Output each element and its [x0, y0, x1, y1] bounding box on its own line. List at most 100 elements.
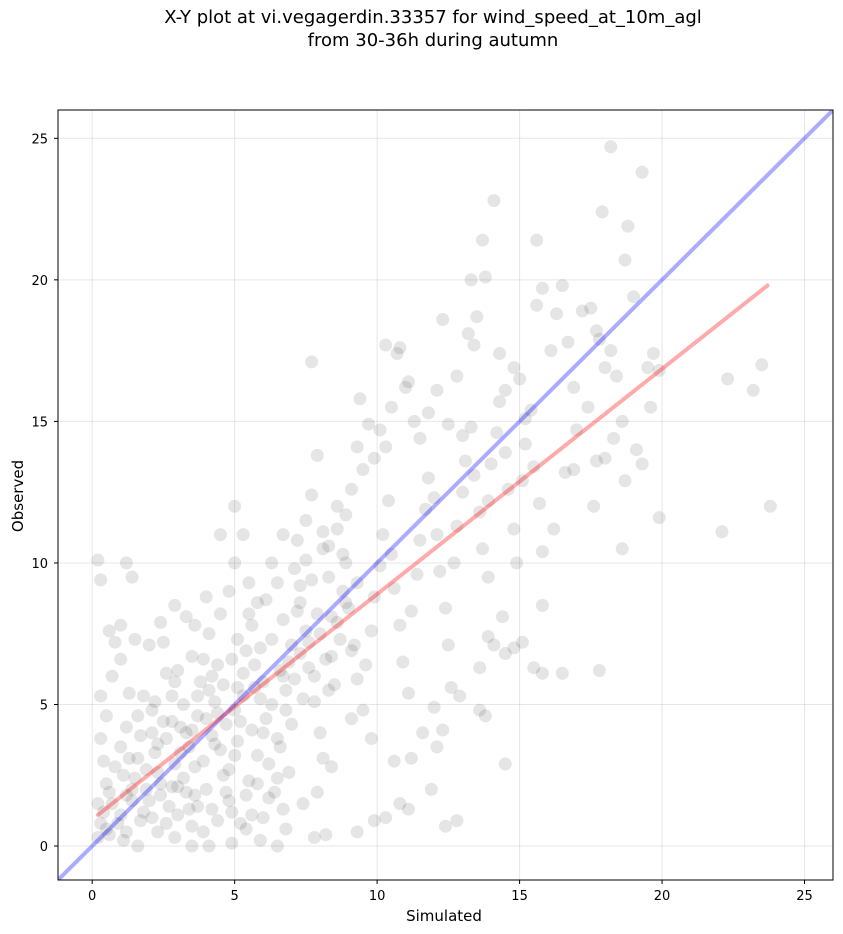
scatter-point [279, 683, 293, 697]
scatter-point [587, 499, 601, 513]
scatter-point [404, 604, 418, 618]
scatter-point [168, 675, 182, 689]
scatter-point [145, 811, 159, 825]
x-axis-label: Simulated [406, 907, 482, 925]
scatter-point [94, 816, 108, 830]
scatter-point [114, 740, 128, 754]
scatter-point [185, 819, 199, 833]
scatter-point [199, 590, 213, 604]
scatter-point [142, 638, 156, 652]
scatter-point [148, 695, 162, 709]
scatter-point [131, 751, 145, 765]
scatter-point [119, 556, 133, 570]
scatter-point [558, 465, 572, 479]
scatter-point [253, 641, 267, 655]
scatter-point [213, 743, 227, 757]
scatter-point [239, 788, 253, 802]
scatter-point [310, 785, 324, 799]
scatter-point [213, 528, 227, 542]
scatter-point [94, 732, 108, 745]
scatter-point [493, 347, 507, 360]
scatter-point [205, 669, 219, 683]
scatter-point [250, 596, 264, 610]
scatter-point [575, 304, 589, 318]
scatter-point [527, 661, 541, 675]
x-tick-label: 10 [369, 889, 386, 904]
scatter-point [191, 689, 205, 703]
scatter-point [231, 681, 244, 694]
scatter-point [336, 547, 350, 561]
scatter-point [436, 313, 450, 326]
scatter-point [102, 624, 116, 638]
scatter-point [285, 638, 299, 652]
scatter-point [592, 664, 606, 677]
scatter-point [105, 797, 119, 811]
scatter-point [496, 610, 509, 624]
scatter-point [484, 457, 498, 471]
y-axis-ticks: 0 5 10 15 20 25 [31, 132, 58, 855]
scatter-point [524, 403, 538, 417]
scatter-point [379, 440, 393, 454]
scatter-point [535, 666, 549, 680]
scatter-point [453, 689, 467, 703]
scatter-point [202, 839, 216, 853]
scatter-point [245, 618, 259, 632]
scatter-point [316, 751, 330, 765]
scatter-point [763, 499, 777, 513]
scatter-point [530, 233, 544, 247]
scatter-point [259, 593, 273, 607]
scatter-point [473, 505, 487, 519]
scatter-point [339, 508, 353, 522]
scatter-point [393, 618, 407, 632]
scatter-point [350, 440, 364, 454]
scatter-point [273, 664, 287, 677]
scatter-point [313, 627, 327, 641]
scatter-point [367, 590, 381, 604]
scatter-point [433, 564, 447, 578]
scatter-point [307, 669, 321, 683]
scatter-point [250, 748, 264, 762]
reference-lines [58, 110, 833, 880]
scatter-point [119, 720, 133, 734]
scatter-point [436, 723, 450, 737]
scatter-point [427, 491, 441, 505]
scatter-point [635, 457, 649, 471]
scatter-point [171, 808, 185, 822]
scatter-point [131, 709, 145, 723]
scatter-point [430, 383, 444, 397]
scatter-point [322, 683, 336, 697]
scatter-point [293, 647, 307, 660]
scatter-point [467, 468, 481, 482]
scatter-point [125, 794, 139, 808]
scatter-point [533, 497, 546, 510]
scatter-point [99, 822, 113, 836]
scatter-point [276, 802, 290, 816]
scatter-point [259, 712, 273, 726]
scatter-point [305, 355, 319, 369]
scatter-point [182, 802, 196, 816]
scatter-point [364, 732, 378, 745]
scatter-point [185, 723, 199, 737]
scatter-point [299, 514, 313, 527]
scatter-point [162, 799, 176, 813]
scatter-point [330, 499, 344, 513]
scatter-point [310, 448, 324, 462]
scatter-point [299, 624, 313, 638]
scatter-point [473, 661, 487, 675]
scatter-point [447, 556, 461, 570]
scatter-point [359, 658, 373, 672]
scatter-point [339, 596, 353, 610]
scatter-point [598, 451, 612, 465]
scatter-point [567, 380, 581, 394]
scatter-point [119, 825, 133, 839]
scatter-point [211, 814, 225, 828]
scatter-point [498, 383, 512, 397]
scatter-point [316, 525, 330, 539]
scatter-point [194, 675, 207, 689]
scatter-point [322, 539, 336, 553]
scatter-point [493, 395, 507, 409]
scatter-point [233, 715, 247, 728]
scatter-point [561, 335, 575, 349]
scatter-point [179, 785, 193, 799]
scatter-point [345, 644, 358, 658]
